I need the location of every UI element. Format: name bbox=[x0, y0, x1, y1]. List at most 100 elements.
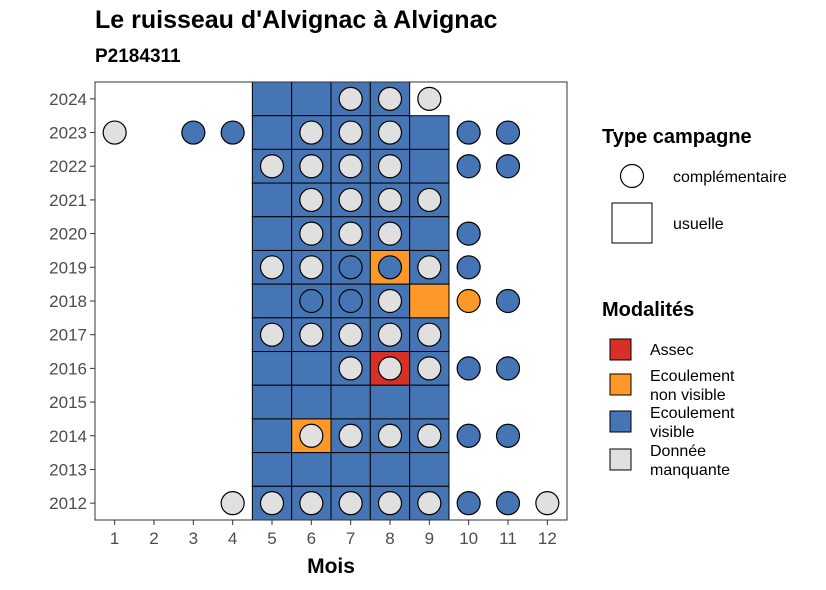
complementaire-point bbox=[495, 423, 521, 448]
y-axis: 2012 2013 2014 2015 2016 2017 2018 2019 2020 2021… bbox=[49, 90, 95, 513]
usuelle-tiles bbox=[251, 81, 450, 521]
legend-label-manquante: Donnée bbox=[650, 443, 706, 460]
complementaire-point bbox=[377, 120, 403, 145]
usuelle-tile bbox=[369, 452, 411, 487]
x-tick-label: 7 bbox=[346, 529, 355, 548]
usuelle-tile bbox=[409, 452, 450, 487]
complementaire-point bbox=[338, 86, 363, 111]
legend-key-complementaire bbox=[619, 163, 645, 189]
y-tick-label: 2018 bbox=[49, 292, 87, 311]
complementaire-point bbox=[338, 255, 363, 280]
complementaire-point bbox=[377, 288, 403, 314]
usuelle-tile bbox=[251, 384, 293, 420]
x-tick-label: 1 bbox=[110, 529, 119, 548]
complementaire-point bbox=[338, 491, 363, 516]
usuelle-tile bbox=[409, 148, 450, 184]
complementaire-point bbox=[338, 187, 363, 213]
complementaire-point bbox=[338, 356, 363, 381]
complementaire-point bbox=[338, 221, 363, 246]
complementaire-point bbox=[456, 154, 481, 179]
usuelle-tile bbox=[330, 452, 371, 487]
complementaire-point bbox=[377, 154, 403, 179]
legend-label-nonvisible: non visible bbox=[650, 387, 726, 404]
complementaire-point bbox=[377, 322, 403, 347]
usuelle-tile bbox=[291, 351, 332, 386]
complementaire-point bbox=[299, 288, 324, 314]
complementaire-point bbox=[377, 187, 403, 213]
legend-label-manquante: manquante bbox=[650, 462, 730, 479]
y-tick-label: 2015 bbox=[49, 393, 87, 412]
y-tick-label: 2013 bbox=[49, 460, 87, 479]
legend-label-complementaire: complémentaire bbox=[673, 169, 787, 186]
complementaire-point bbox=[181, 120, 206, 145]
y-tick-label: 2019 bbox=[49, 258, 87, 277]
complementaire-point bbox=[417, 255, 442, 280]
complementaire-point bbox=[299, 491, 324, 516]
complementaire-point bbox=[102, 120, 127, 145]
complementaire-points bbox=[102, 86, 560, 516]
complementaire-point bbox=[495, 288, 521, 314]
x-axis-title: Mois bbox=[307, 555, 355, 578]
legend-key-nonvisible bbox=[609, 373, 632, 396]
complementaire-point bbox=[377, 491, 403, 516]
legend-key-visible bbox=[609, 410, 632, 433]
legend-label-nonvisible: Ecoulement bbox=[650, 368, 735, 385]
y-tick-label: 2022 bbox=[49, 157, 87, 176]
x-tick-label: 8 bbox=[385, 529, 394, 548]
y-tick-label: 2012 bbox=[49, 494, 87, 513]
complementaire-point bbox=[456, 255, 481, 280]
complementaire-point bbox=[338, 423, 363, 448]
complementaire-point bbox=[495, 356, 521, 381]
y-tick-label: 2024 bbox=[49, 90, 87, 109]
legend: Type campagne complémentaire usuelle Modali… bbox=[602, 126, 787, 479]
usuelle-tile bbox=[291, 452, 332, 487]
complementaire-point bbox=[299, 423, 324, 448]
complementaire-point bbox=[259, 322, 285, 347]
complementaire-point bbox=[535, 491, 560, 516]
complementaire-point bbox=[299, 322, 324, 347]
complementaire-point bbox=[495, 154, 521, 179]
complementaire-point bbox=[299, 120, 324, 145]
y-tick-label: 2014 bbox=[49, 427, 87, 446]
complementaire-point bbox=[456, 288, 481, 314]
complementaire-point bbox=[299, 221, 324, 246]
legend-modalites-title: Modalités bbox=[602, 299, 694, 321]
usuelle-tile bbox=[251, 283, 293, 319]
usuelle-tile bbox=[291, 81, 332, 117]
usuelle-tile bbox=[369, 384, 411, 420]
complementaire-point bbox=[259, 154, 285, 179]
complementaire-point bbox=[338, 120, 363, 145]
x-tick-label: 6 bbox=[307, 529, 316, 548]
complementaire-point bbox=[338, 154, 363, 179]
complementaire-point bbox=[456, 491, 481, 516]
legend-type-title: Type campagne bbox=[602, 126, 752, 148]
complementaire-point bbox=[377, 255, 403, 280]
complementaire-point bbox=[495, 491, 521, 516]
x-tick-label: 12 bbox=[538, 529, 557, 548]
legend-key-assec bbox=[609, 338, 632, 361]
usuelle-tile bbox=[409, 283, 450, 319]
y-tick-label: 2017 bbox=[49, 326, 87, 345]
x-tick-label: 9 bbox=[425, 529, 434, 548]
complementaire-point bbox=[259, 491, 285, 516]
usuelle-tile bbox=[251, 182, 293, 218]
complementaire-point bbox=[417, 187, 442, 213]
complementaire-point bbox=[495, 120, 521, 145]
complementaire-point bbox=[259, 255, 285, 280]
legend-label-usuelle: usuelle bbox=[673, 216, 724, 233]
usuelle-tile bbox=[251, 216, 293, 251]
complementaire-point bbox=[417, 322, 442, 347]
complementaire-point bbox=[377, 221, 403, 246]
usuelle-tile bbox=[251, 351, 293, 386]
usuelle-tile bbox=[409, 216, 450, 251]
usuelle-tile bbox=[251, 452, 293, 487]
complementaire-point bbox=[456, 221, 481, 246]
usuelle-tile bbox=[409, 115, 450, 150]
complementaire-point bbox=[417, 491, 442, 516]
complementaire-point bbox=[417, 86, 442, 111]
usuelle-tile bbox=[409, 384, 450, 420]
complementaire-point bbox=[338, 288, 363, 314]
complementaire-point bbox=[377, 86, 403, 111]
chart-title: Le ruisseau d'Alvignac à Alvignac bbox=[95, 6, 498, 34]
